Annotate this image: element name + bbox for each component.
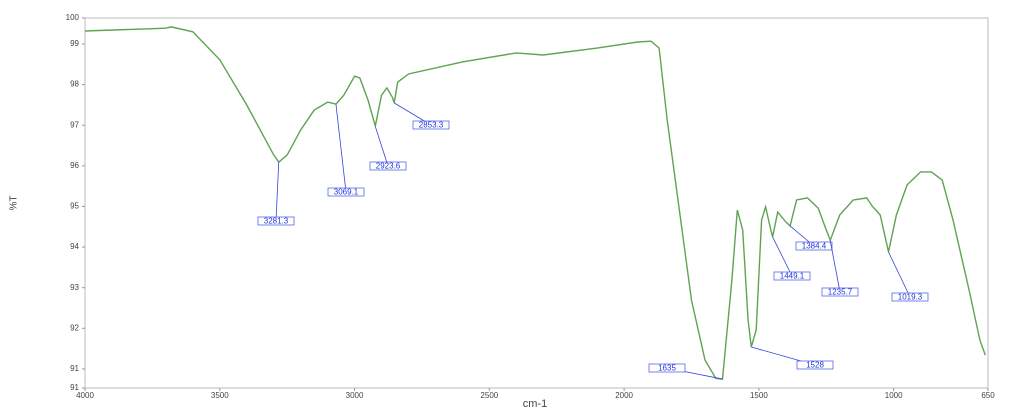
annotation-leader: [888, 251, 911, 298]
y-tick-label: 91: [70, 364, 79, 373]
x-tick-label: 2500: [480, 391, 498, 400]
x-tick-label: 4000: [76, 391, 94, 400]
y-tick-label: 98: [70, 80, 79, 89]
annotation-box: [821, 287, 859, 297]
x-tick-label: 650: [981, 391, 995, 400]
annotation-label: 1449.1: [780, 272, 805, 281]
annotation-box: [796, 360, 834, 370]
spectrum-line: [84, 26, 986, 380]
annotation-label: 3069.1: [334, 188, 359, 197]
x-tick-label: 3500: [211, 391, 229, 400]
y-tick-label: 95: [70, 202, 79, 211]
x-tick-label: 3000: [346, 391, 364, 400]
x-tick-label: 1500: [750, 391, 768, 400]
annotation-label: 1019.3: [898, 293, 923, 302]
x-axis-label: cm-1: [523, 398, 547, 410]
annotation-box: [412, 120, 450, 130]
annotation-label: 1635: [658, 364, 676, 373]
annotation-leader: [772, 236, 793, 277]
annotation-box: [327, 187, 365, 197]
annotation-leader: [275, 162, 280, 222]
annotation-label: 2923.6: [376, 162, 401, 171]
annotation-leader: [374, 125, 389, 167]
annotation-leader: [829, 240, 841, 293]
y-tick-label: 100: [66, 13, 80, 22]
annotation-label: 2853.3: [419, 121, 444, 130]
annotation-label: 3281.3: [264, 217, 289, 226]
x-tick-label: 2000: [615, 391, 633, 400]
annotation-leader: [335, 104, 347, 193]
y-tick-label: 96: [70, 161, 79, 170]
annotation-box: [891, 292, 929, 302]
annotation-label: 1528: [806, 361, 824, 370]
y-tick-label: 94: [70, 242, 79, 251]
y-tick-label: 97: [70, 120, 79, 129]
annotation-box: [257, 216, 295, 226]
y-axis-label: %T: [9, 196, 20, 211]
y-tick-label: 93: [70, 283, 79, 292]
annotation-label: 1235.7: [828, 288, 853, 297]
y-tick-label: 99: [70, 39, 79, 48]
x-tick-label: 1000: [885, 391, 903, 400]
y-tick-label: 92: [70, 323, 79, 332]
annotation-label: 1384.4: [802, 242, 827, 251]
plot-frame: [84, 17, 989, 389]
annotation-box: [648, 363, 686, 373]
y-tick-label: 91: [70, 383, 79, 392]
annotation-box: [369, 161, 407, 171]
annotation-box: [773, 271, 811, 281]
annotation-box: [795, 241, 833, 251]
